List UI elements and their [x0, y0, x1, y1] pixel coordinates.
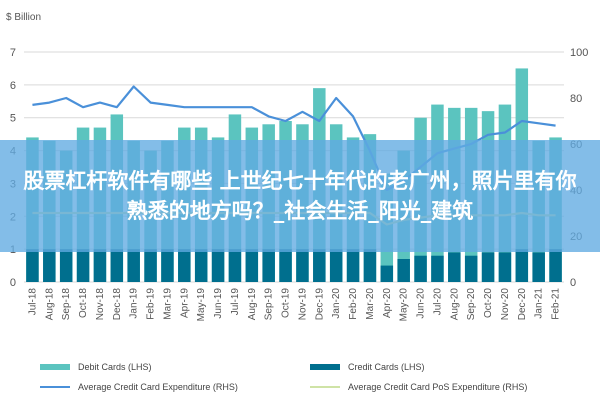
bar-credit-Jan-21: [532, 252, 545, 282]
bar-credit-Apr-20: [380, 265, 394, 282]
bar-credit-Dec-20: [515, 249, 529, 282]
bar-credit-Jul-19: [228, 249, 242, 282]
x-tick-Jul-18: Jul-18: [27, 288, 38, 316]
bar-credit-Jun-20: [414, 255, 427, 282]
watermark-text: 股票杠杆软件有哪些 上世纪七十年代的老广州，照片里有你熟悉的地方吗？_社会生活_…: [23, 169, 577, 223]
x-tick-Sep-20: Sep-20: [466, 288, 477, 321]
legend-label-avg-credit: Average Credit Card Expenditure (RHS): [78, 382, 238, 392]
x-tick-Dec-20: Dec-20: [517, 288, 528, 321]
x-tick-Jun-20: Jun-20: [416, 288, 427, 319]
x-tick-Nov-19: Nov-19: [297, 288, 308, 321]
y-right-tick-5: 100: [570, 47, 588, 59]
bar-credit-Apr-19: [178, 249, 191, 282]
x-tick-Nov-20: Nov-20: [500, 288, 511, 321]
x-tick-Oct-19: Oct-19: [281, 288, 292, 318]
bar-credit-May-20: [397, 259, 410, 282]
x-tick-Apr-20: Apr-20: [382, 288, 393, 318]
x-tick-Sep-19: Sep-19: [264, 288, 275, 321]
bar-credit-Feb-20: [346, 249, 360, 282]
bar-credit-Aug-18: [43, 249, 56, 282]
x-tick-Nov-18: Nov-18: [95, 288, 106, 321]
y-left-tick-0: 0: [10, 277, 16, 289]
x-tick-Jul-19: Jul-19: [230, 288, 241, 316]
bar-credit-Sep-19: [262, 249, 275, 282]
legend-swatch-avg-credit: [40, 386, 70, 388]
bar-credit-Nov-19: [296, 249, 309, 282]
bar-credit-Feb-19: [144, 249, 157, 282]
bar-credit-Mar-20: [363, 249, 377, 282]
legend-label-credit: Credit Cards (LHS): [348, 362, 425, 372]
x-tick-Jan-21: Jan-21: [534, 288, 545, 319]
bar-credit-Oct-19: [279, 249, 292, 282]
x-tick-May-19: May-19: [196, 288, 207, 322]
x-tick-Sep-18: Sep-18: [61, 288, 72, 321]
bar-credit-Jan-20: [329, 249, 343, 282]
bar-credit-Nov-18: [93, 249, 107, 282]
legend-credit-cards: Credit Cards (LHS): [310, 362, 580, 372]
y-left-tick-7: 7: [10, 47, 16, 59]
x-tick-Feb-19: Feb-19: [146, 288, 157, 320]
legend-avg-credit: Average Credit Card Expenditure (RHS): [40, 382, 310, 392]
bar-credit-Nov-20: [498, 252, 512, 282]
bar-credit-Jun-19: [211, 249, 225, 282]
bar-credit-Oct-20: [481, 252, 495, 282]
y-right-tick-4: 80: [570, 93, 582, 105]
legend-swatch-debit: [40, 364, 70, 370]
x-tick-Jan-19: Jan-19: [129, 288, 140, 319]
legend-label-avg-pos: Average Credit Card PoS Expenditure (RHS…: [348, 382, 528, 392]
bar-credit-Aug-20: [448, 252, 461, 282]
x-tick-Oct-20: Oct-20: [483, 288, 494, 318]
x-tick-May-20: May-20: [399, 288, 410, 322]
x-tick-Aug-20: Aug-20: [449, 288, 460, 321]
bar-credit-Dec-18: [110, 249, 124, 282]
legend-swatch-credit: [310, 364, 340, 370]
legend-avg-pos: Average Credit Card PoS Expenditure (RHS…: [310, 382, 580, 392]
x-tick-Mar-19: Mar-19: [162, 288, 173, 320]
y-left-tick-5: 5: [10, 113, 16, 125]
bar-credit-Oct-18: [76, 249, 90, 282]
y-left-tick-6: 6: [10, 80, 16, 92]
x-tick-Jun-19: Jun-19: [213, 288, 224, 319]
x-tick-Feb-20: Feb-20: [348, 288, 359, 320]
x-tick-Oct-18: Oct-18: [78, 288, 89, 318]
y-right-tick-0: 0: [570, 277, 576, 289]
bar-credit-Dec-19: [313, 249, 326, 282]
x-tick-Jan-20: Jan-20: [331, 288, 342, 319]
bar-credit-Mar-19: [161, 249, 174, 282]
legend-label-debit: Debit Cards (LHS): [78, 362, 152, 372]
legend-debit-cards: Debit Cards (LHS): [40, 362, 310, 372]
legend: Debit Cards (LHS) Credit Cards (LHS) Ave…: [40, 362, 580, 392]
x-tick-Feb-21: Feb-21: [551, 288, 562, 320]
bar-credit-Sep-20: [464, 255, 478, 282]
bar-credit-Sep-18: [59, 249, 73, 282]
bar-credit-Jul-18: [26, 249, 39, 282]
x-tick-Aug-19: Aug-19: [247, 288, 258, 321]
bar-credit-Aug-19: [245, 249, 259, 282]
x-tick-Jul-20: Jul-20: [432, 288, 443, 316]
bar-credit-Jan-19: [127, 249, 140, 282]
bar-credit-Jul-20: [431, 255, 444, 282]
x-tick-Apr-19: Apr-19: [179, 288, 190, 318]
x-tick-Mar-20: Mar-20: [365, 288, 376, 320]
y-axis-unit-label: $ Billion: [6, 12, 42, 23]
x-tick-Aug-18: Aug-18: [44, 288, 55, 321]
x-tick-Dec-19: Dec-19: [314, 288, 325, 321]
bar-credit-Feb-21: [549, 249, 562, 282]
bar-credit-May-19: [194, 249, 208, 282]
x-tick-Dec-18: Dec-18: [112, 288, 123, 321]
legend-swatch-avg-pos: [310, 386, 340, 388]
x-axis-labels: Jul-18 Aug-18 Sep-18 Oct-18 Nov-18 Dec-18 Jan-…: [27, 288, 561, 322]
watermark-banner: 股票杠杆软件有哪些 上世纪七十年代的老广州，照片里有你熟悉的地方吗？_社会生活_…: [0, 140, 600, 252]
